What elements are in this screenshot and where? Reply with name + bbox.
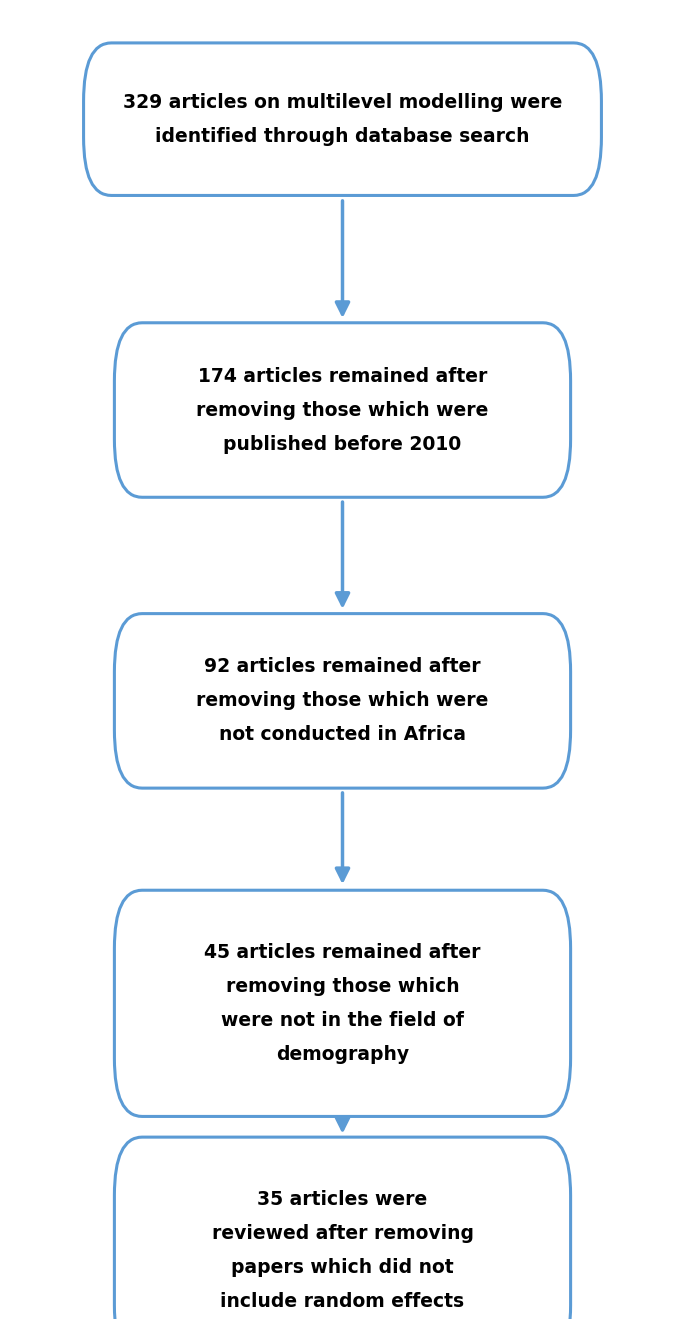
FancyBboxPatch shape (84, 44, 601, 195)
Text: 45 articles remained after
removing those which
were not in the field of
demogra: 45 articles remained after removing thos… (204, 943, 481, 1064)
Text: 329 articles on multilevel modelling were
identified through database search: 329 articles on multilevel modelling wer… (123, 92, 562, 145)
FancyBboxPatch shape (114, 323, 571, 497)
FancyBboxPatch shape (114, 1137, 571, 1319)
Text: 35 articles were
reviewed after removing
papers which did not
include random eff: 35 articles were reviewed after removing… (212, 1190, 473, 1311)
Text: 92 articles remained after
removing those which were
not conducted in Africa: 92 articles remained after removing thos… (197, 657, 488, 744)
Text: 174 articles remained after
removing those which were
published before 2010: 174 articles remained after removing tho… (197, 367, 488, 454)
FancyBboxPatch shape (114, 890, 571, 1116)
FancyBboxPatch shape (114, 613, 571, 789)
